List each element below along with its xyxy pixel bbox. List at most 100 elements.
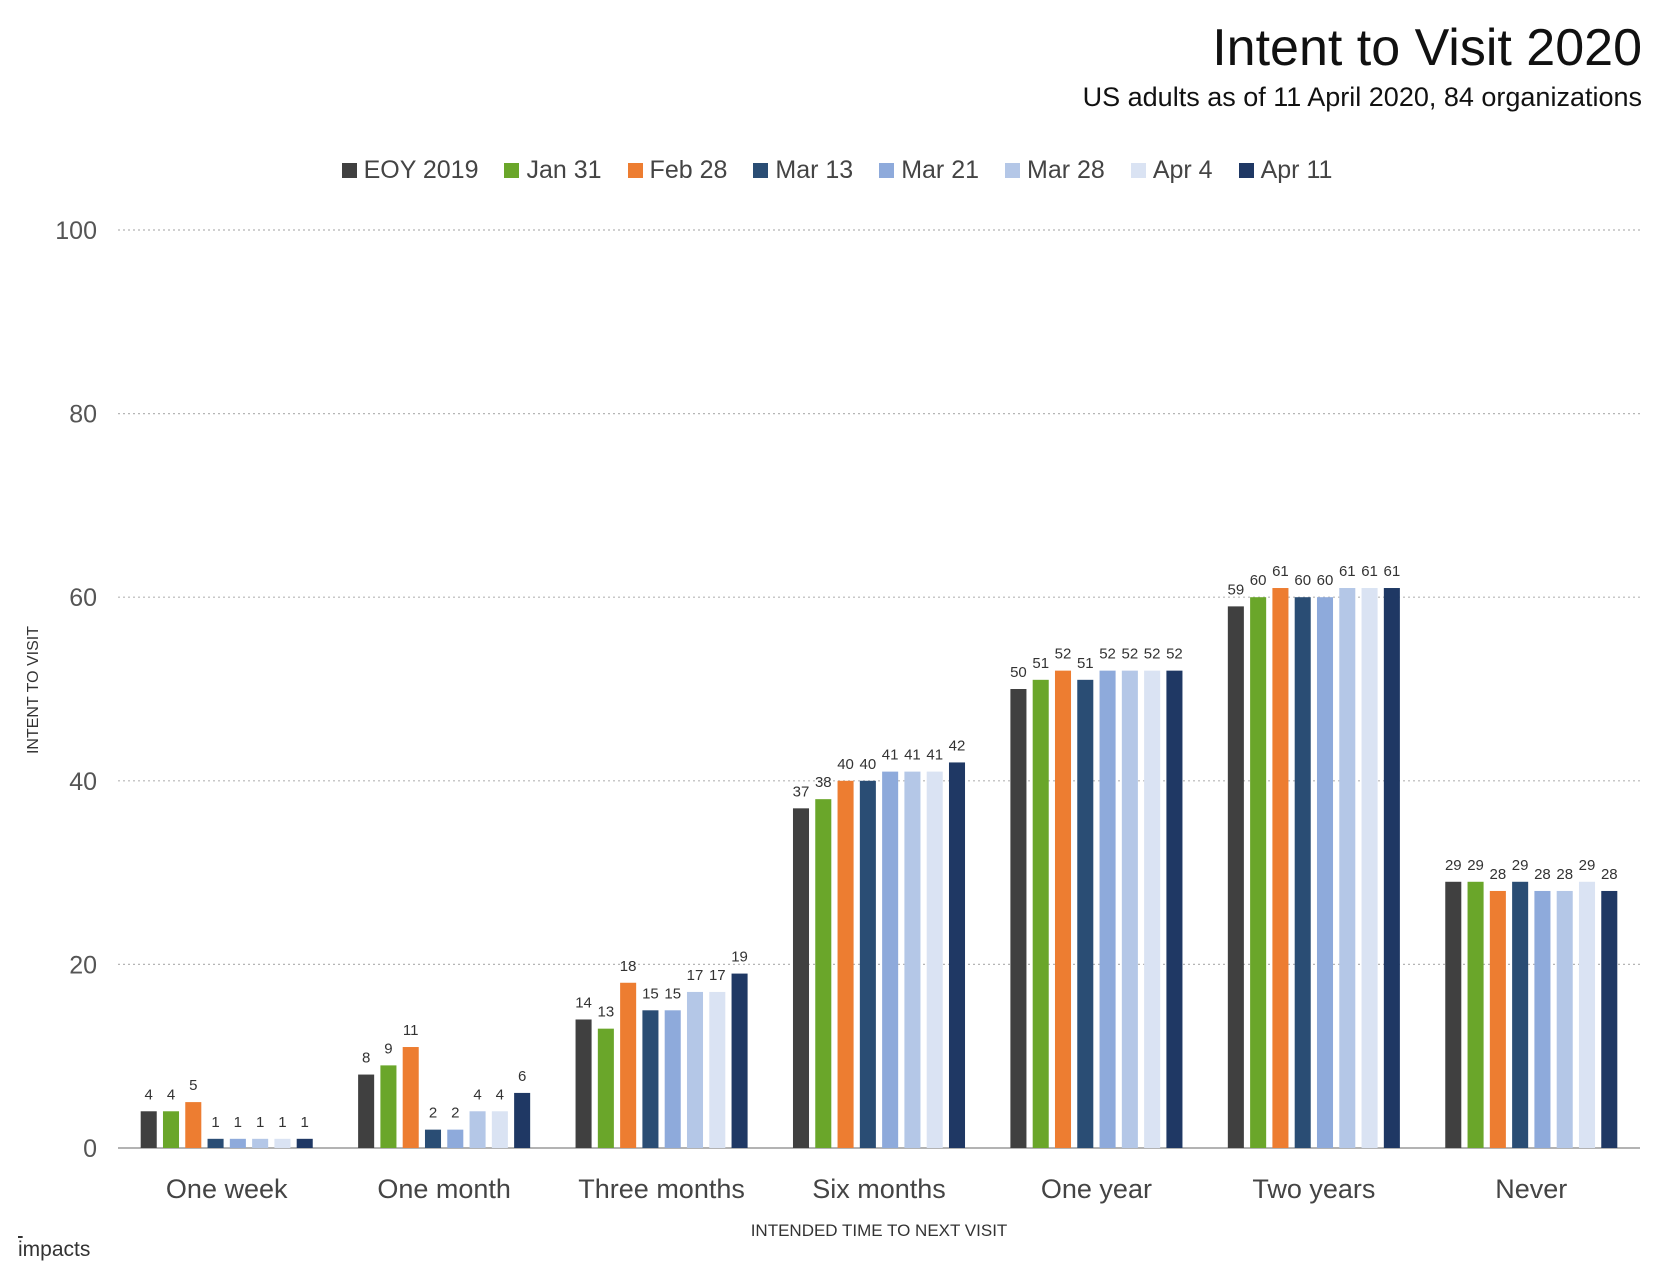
chart-title: Intent to Visit 2020 <box>1212 19 1642 77</box>
data-label: 4 <box>167 1086 175 1103</box>
bar <box>229 1138 246 1148</box>
bar <box>1445 881 1462 1148</box>
bar <box>1227 606 1244 1148</box>
x-axis-title: INTENDED TIME TO NEXT VISIT <box>751 1221 1008 1240</box>
data-label: 28 <box>1490 866 1507 883</box>
bar <box>1099 670 1116 1148</box>
legend-label: EOY 2019 <box>363 156 479 184</box>
data-label: 59 <box>1228 581 1245 598</box>
y-axis-title: INTENT TO VISIT <box>25 626 42 754</box>
data-label: 61 <box>1272 563 1289 580</box>
data-label: 29 <box>1512 857 1529 874</box>
bar <box>274 1138 291 1148</box>
legend-swatch <box>1005 163 1021 178</box>
data-label: 17 <box>709 967 726 984</box>
data-label: 14 <box>575 994 592 1011</box>
data-label: 41 <box>926 747 943 764</box>
data-label: 4 <box>145 1086 153 1103</box>
data-label: 61 <box>1361 563 1378 580</box>
bar <box>731 973 748 1148</box>
bar <box>1361 588 1378 1148</box>
bar <box>882 771 899 1148</box>
legend-item: Mar 28 <box>1005 156 1105 185</box>
data-label: 52 <box>1166 646 1183 663</box>
legend-item: EOY 2019 <box>341 156 479 185</box>
data-label: 41 <box>882 747 899 764</box>
legend-label: Jan 31 <box>526 156 602 184</box>
y-tick-label: 80 <box>69 401 97 429</box>
legend-item: Apr 11 <box>1238 156 1333 185</box>
bar <box>514 1092 531 1148</box>
data-label: 4 <box>496 1086 504 1103</box>
legend-item: Apr 4 <box>1130 156 1213 185</box>
data-label: 1 <box>278 1114 286 1131</box>
bar <box>380 1065 397 1148</box>
bar <box>402 1047 419 1148</box>
bar <box>1054 670 1072 1148</box>
x-tick-label: Two years <box>1252 1174 1375 1204</box>
data-label: 1 <box>234 1114 242 1131</box>
bar <box>140 1111 157 1148</box>
x-tick-label: Three months <box>578 1174 745 1204</box>
bar <box>620 982 637 1148</box>
bar <box>575 1019 592 1148</box>
bar <box>926 771 943 1148</box>
data-label: 13 <box>598 1004 615 1021</box>
bar <box>1489 890 1506 1148</box>
bar <box>1383 588 1400 1148</box>
bar <box>252 1138 269 1148</box>
legend-swatch <box>879 163 895 178</box>
data-label: 60 <box>1294 572 1311 589</box>
data-label: 52 <box>1099 646 1116 663</box>
y-tick-label: 20 <box>69 951 97 979</box>
legend-label: Apr 11 <box>1260 156 1333 184</box>
data-label: 40 <box>837 756 854 773</box>
data-label: 1 <box>256 1114 264 1131</box>
legend-swatch <box>627 163 643 178</box>
data-label: 61 <box>1339 563 1356 580</box>
bar <box>1144 670 1161 1148</box>
data-label: 1 <box>211 1114 219 1131</box>
data-label: 61 <box>1384 563 1401 580</box>
y-tick-label: 60 <box>69 584 97 612</box>
x-tick-label: Never <box>1495 1174 1567 1204</box>
legend-label: Mar 28 <box>1027 156 1105 184</box>
legend-label: Feb 28 <box>649 156 728 184</box>
data-label: 28 <box>1556 866 1573 883</box>
chart-legend: EOY 2019 Jan 31 Feb 28 Mar 13 Mar 21 Mar 28 Ap… <box>0 156 1674 185</box>
bar <box>1010 689 1027 1148</box>
bar <box>1556 890 1573 1148</box>
data-label: 28 <box>1601 866 1618 883</box>
bar <box>597 1028 614 1148</box>
data-label: 15 <box>664 985 681 1002</box>
data-label: 29 <box>1445 857 1462 874</box>
legend-item: Mar 21 <box>879 156 979 185</box>
bar <box>207 1138 224 1148</box>
legend-item: Mar 13 <box>753 156 853 185</box>
chart-subtitle: US adults as of 11 April 2020, 84 organi… <box>1082 82 1642 112</box>
data-label: 18 <box>620 958 637 975</box>
bar <box>447 1129 464 1148</box>
data-label: 28 <box>1534 866 1551 883</box>
bar <box>664 1010 681 1148</box>
legend-label: Mar 21 <box>901 156 980 184</box>
data-label: 1 <box>301 1114 309 1131</box>
data-label: 17 <box>687 967 704 984</box>
data-label: 29 <box>1579 857 1596 874</box>
data-label: 50 <box>1010 664 1027 681</box>
data-label: 2 <box>429 1105 437 1122</box>
y-tick-label: 40 <box>69 768 97 796</box>
bar <box>1077 679 1094 1148</box>
bar <box>491 1111 508 1148</box>
data-label: 51 <box>1032 655 1049 672</box>
bar <box>1250 597 1267 1148</box>
bar <box>185 1102 202 1148</box>
data-label: 15 <box>642 985 659 1002</box>
legend-swatch <box>1130 163 1146 178</box>
bar <box>1121 670 1138 1148</box>
bar <box>1294 597 1311 1148</box>
data-label: 52 <box>1144 646 1161 663</box>
bar <box>1512 881 1529 1148</box>
data-label: 9 <box>384 1040 392 1057</box>
